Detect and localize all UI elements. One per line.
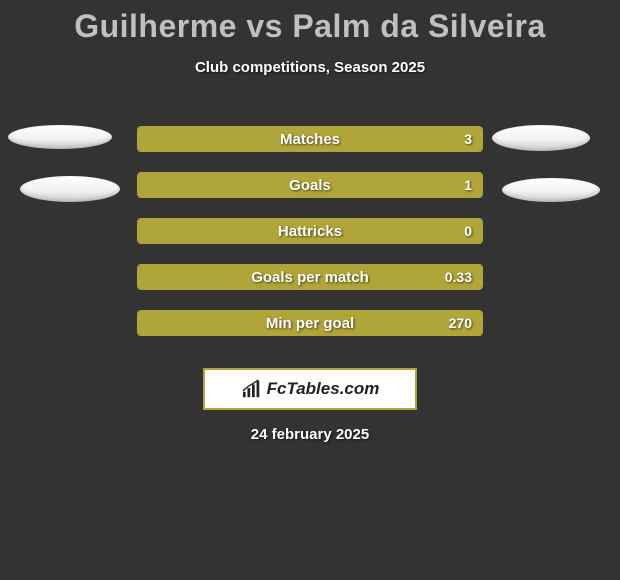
- stat-row: Goals per match 0.33: [0, 254, 620, 300]
- bar-fill: [138, 265, 482, 289]
- bar-fill: [138, 311, 482, 335]
- bar-chart-icon: [241, 379, 263, 399]
- bar-track: Matches 3: [137, 126, 483, 152]
- branding-text: FcTables.com: [267, 379, 380, 399]
- bar-track: Goals per match 0.33: [137, 264, 483, 290]
- footer-date: 24 february 2025: [0, 426, 620, 443]
- decorative-oval: [8, 125, 112, 149]
- branding-box: FcTables.com: [203, 368, 417, 410]
- bar-track: Goals 1: [137, 172, 483, 198]
- decorative-oval: [20, 176, 120, 202]
- bar-fill: [138, 127, 482, 151]
- decorative-oval: [502, 178, 600, 202]
- page-subtitle: Club competitions, Season 2025: [0, 59, 620, 76]
- stat-row: Hattricks 0: [0, 208, 620, 254]
- bar-fill: [138, 219, 482, 243]
- bar-fill: [138, 173, 482, 197]
- bar-track: Hattricks 0: [137, 218, 483, 244]
- bar-track: Min per goal 270: [137, 310, 483, 336]
- stat-row: Min per goal 270: [0, 300, 620, 346]
- decorative-oval: [492, 125, 590, 151]
- page-title: Guilherme vs Palm da Silveira: [0, 0, 620, 45]
